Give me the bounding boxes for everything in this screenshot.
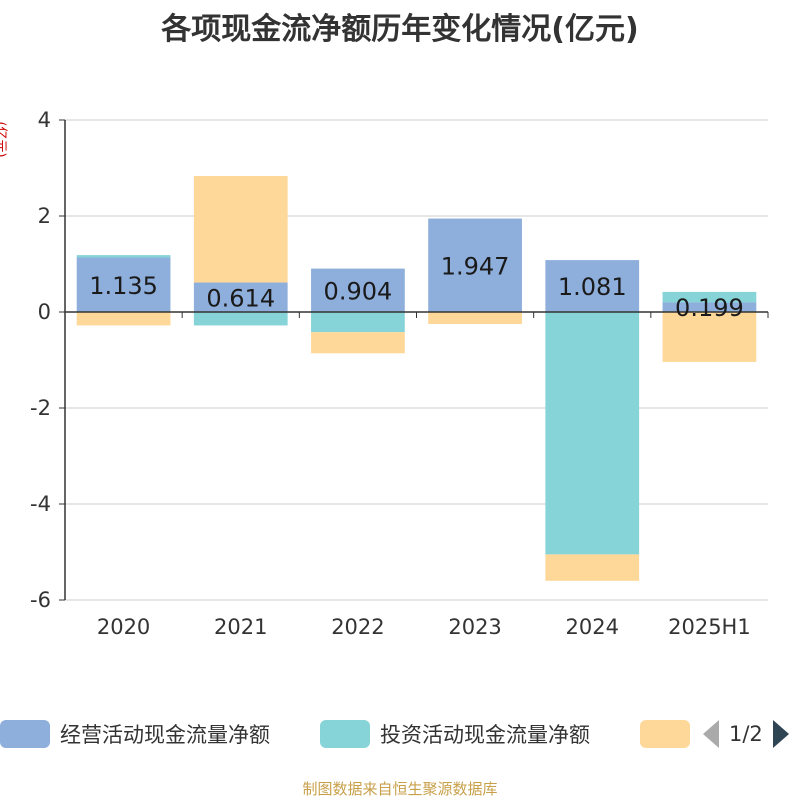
data-source-note: 制图数据来自恒生聚源数据库 (302, 780, 498, 798)
bar-series-1 (193, 312, 288, 326)
cashflow-bar-chart: -6 -4 -2 0 2 4 1.135 0.614 0.904 1.947 1.081 0.199 2… (30, 108, 769, 639)
legend-item-operating[interactable]: 经营活动现金流量净额 (0, 716, 270, 752)
y-tick-label: -4 (30, 492, 51, 516)
legend-label-operating: 经营活动现金流量净额 (60, 723, 270, 747)
legend-next-page-icon[interactable] (772, 720, 789, 748)
data-label: 1.081 (558, 273, 627, 301)
legend-item-financing[interactable] (640, 716, 700, 752)
bar-series-1 (662, 291, 757, 303)
bar-series-2 (545, 554, 640, 581)
x-tick-label: 2023 (448, 615, 501, 639)
data-label: 1.947 (441, 252, 510, 280)
x-tick-label: 2022 (331, 615, 384, 639)
data-label: 0.614 (206, 284, 275, 312)
bar-series-2 (311, 332, 405, 354)
bar-series-2 (76, 312, 171, 326)
legend-swatch-financing (640, 720, 690, 748)
data-label: 0.199 (675, 294, 744, 322)
bar-series-0 (311, 268, 405, 312)
bar-series-1 (76, 255, 171, 258)
data-label: 1.135 (89, 272, 158, 300)
bar-series-0 (76, 257, 171, 312)
x-tick-label: 2024 (566, 615, 619, 639)
bar-series-0 (662, 302, 757, 312)
legend-pager: 1/2 (703, 716, 789, 752)
legend-page-indicator: 1/2 (729, 722, 763, 746)
bar-series-0 (193, 282, 288, 312)
legend-prev-page-icon[interactable] (703, 720, 719, 748)
bar-series-2 (193, 175, 288, 283)
y-tick-label: -6 (30, 588, 51, 612)
y-tick-label: 0 (38, 300, 51, 324)
y-tick-label: 4 (38, 108, 51, 132)
x-tick-label: 2021 (214, 615, 267, 639)
bar-series-0 (545, 260, 640, 312)
bar-series-2 (662, 312, 757, 362)
bar-series-1 (545, 312, 640, 555)
legend-label-investing: 投资活动现金流量净额 (380, 723, 590, 747)
x-tick-label: 2020 (97, 615, 150, 639)
bar-series-1 (311, 312, 405, 333)
legend-swatch-operating (0, 720, 50, 748)
data-label: 0.904 (324, 277, 393, 305)
legend-item-investing[interactable]: 投资活动现金流量净额 (320, 716, 590, 752)
legend-swatch-investing (320, 720, 370, 748)
y-tick-label: -2 (30, 396, 51, 420)
bar-series-0 (428, 218, 522, 312)
y-tick-label: 2 (38, 204, 51, 228)
bar-series-2 (428, 312, 522, 324)
x-tick-label: 2025H1 (668, 615, 751, 639)
chart-legend: 经营活动现金流量净额 投资活动现金流量净额 1/2 (0, 716, 800, 752)
chart-title: 各项现金流净额历年变化情况(亿元) (161, 12, 639, 47)
